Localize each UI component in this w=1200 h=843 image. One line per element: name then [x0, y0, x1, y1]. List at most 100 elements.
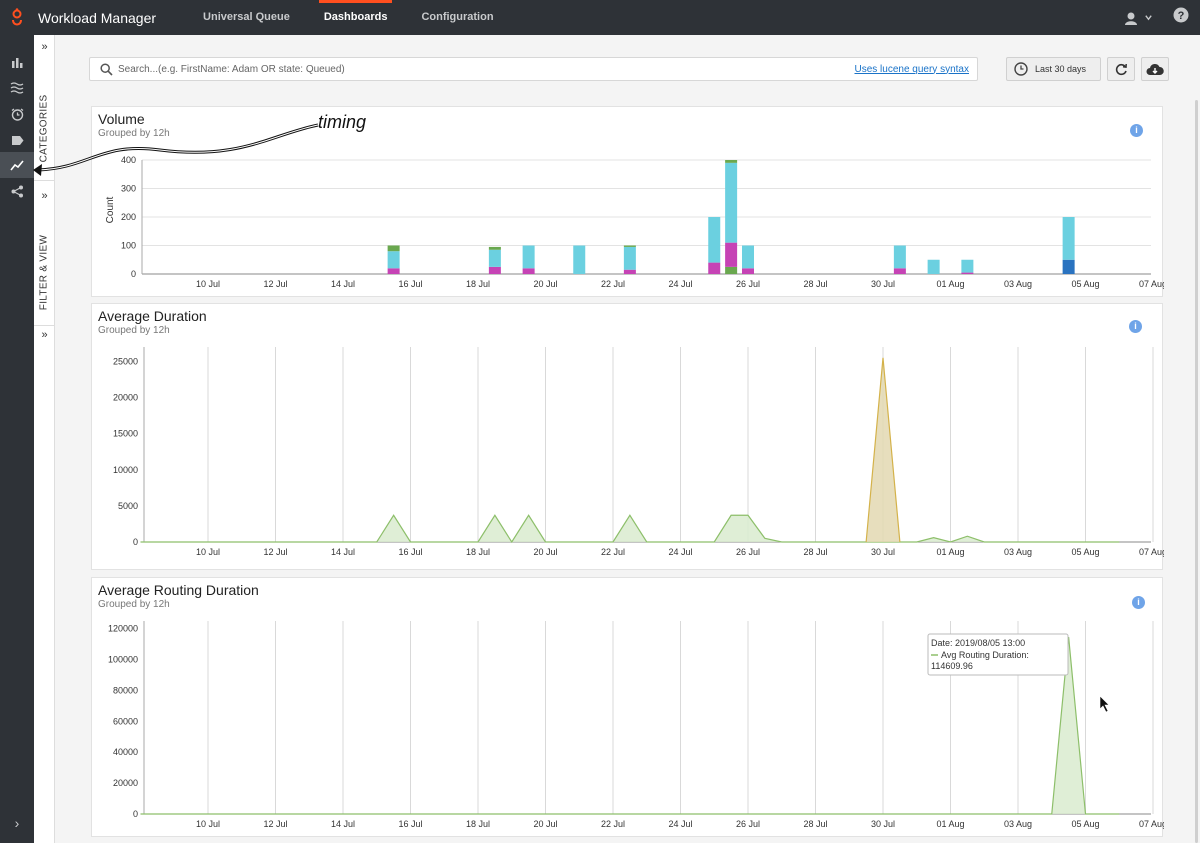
help-icon: ? [1173, 7, 1189, 23]
nav-alarm[interactable] [0, 101, 34, 127]
average-duration-chart-card: Average Duration Grouped by 12h i 0 5000 1… [91, 303, 1164, 570]
bar-segment [927, 259, 940, 274]
x-tick-label: 30 Jul [871, 547, 895, 557]
side-panel: » CATEGORIES » FILTER & VIEW » [34, 35, 55, 843]
tooltip-series: Avg Routing Duration: [941, 650, 1029, 660]
average-routing-duration-chart: 0 20000 40000 60000 80000 100000 120000 10 Jul 1… [108, 621, 1164, 829]
info-icon[interactable]: i [1132, 596, 1145, 609]
expand-categories-chevron-icon[interactable]: » [41, 41, 48, 53]
alarm-clock-icon [11, 107, 23, 121]
y-axis-label: Count [105, 196, 116, 223]
nav-tag[interactable] [0, 127, 34, 153]
y-tick-label: 400 [121, 155, 136, 165]
x-tick-label: 30 Jul [871, 819, 895, 829]
categories-tab[interactable]: CATEGORIES [38, 94, 50, 163]
y-tick-label: 300 [121, 184, 136, 194]
x-tick-label: 12 Jul [263, 279, 287, 289]
expand-filter-chevron-icon[interactable]: » [41, 190, 48, 202]
expand-nav-button[interactable]: › [14, 815, 20, 831]
help-button[interactable]: ? [1173, 7, 1189, 28]
x-tick-label: 26 Jul [736, 819, 760, 829]
x-tick-label: 26 Jul [736, 279, 760, 289]
chart-subtitle: Grouped by 12h [98, 599, 170, 610]
tab-dashboards[interactable]: Dashboards [307, 0, 405, 35]
y-tick-label: 0 [133, 809, 138, 819]
bar-segment [725, 160, 738, 163]
user-headset-icon [1125, 12, 1137, 25]
bar-segment [387, 245, 400, 252]
series-line [865, 357, 901, 543]
bar-segment [961, 259, 974, 273]
download-button[interactable] [1141, 57, 1169, 81]
bar-segment [1062, 217, 1075, 260]
x-tick-label: 14 Jul [331, 547, 355, 557]
x-tick-label: 18 Jul [466, 819, 490, 829]
bar-segment [725, 266, 738, 274]
expand-panel-chevron-icon[interactable]: » [41, 329, 48, 341]
nav-trend[interactable] [0, 152, 34, 178]
x-tick-label: 10 Jul [196, 279, 220, 289]
bar-segment [623, 269, 636, 274]
area-fill [866, 357, 900, 542]
x-tick-label: 28 Jul [803, 279, 827, 289]
stack-layers-icon [10, 82, 24, 94]
x-tick-label: 24 Jul [668, 819, 692, 829]
y-tick-label: 25000 [113, 356, 138, 366]
nav-stack[interactable] [0, 75, 34, 101]
chart-title: Volume [98, 111, 145, 127]
bar-segment [708, 262, 721, 274]
filter-view-tab[interactable]: FILTER & VIEW [38, 234, 50, 311]
scrollbar[interactable] [1195, 100, 1198, 843]
bar-segment [623, 246, 636, 270]
nav-share[interactable] [0, 178, 34, 204]
bar-segment [961, 272, 974, 274]
date-range-button[interactable]: Last 30 days [1006, 57, 1101, 81]
y-tick-label: 0 [131, 269, 136, 279]
refresh-button[interactable] [1107, 57, 1135, 81]
bar-segment [725, 242, 738, 267]
tooltip-value: 114609.96 [931, 661, 973, 671]
bar-segment [488, 249, 501, 267]
x-tick-label: 24 Jul [668, 547, 692, 557]
volume-chart-card: Volume Grouped by 12h i 0 100 200 300 400 10 … [91, 106, 1164, 297]
search-bar: Uses lucene query syntax [89, 57, 978, 81]
y-tick-label: 60000 [113, 716, 138, 726]
top-bar: Workload Manager Universal Queue Dashboa… [0, 0, 1200, 35]
x-tick-label: 14 Jul [331, 819, 355, 829]
bar-segment [488, 246, 501, 250]
refresh-icon [1115, 63, 1127, 75]
info-icon[interactable]: i [1129, 320, 1142, 333]
bar-segment [623, 245, 636, 247]
search-icon [94, 62, 118, 76]
x-tick-label: 07 Aug [1139, 547, 1164, 557]
x-tick-label: 28 Jul [803, 547, 827, 557]
mouse-cursor-icon [1099, 695, 1110, 713]
x-tick-label: 07 Aug [1139, 819, 1164, 829]
share-icon [11, 185, 23, 197]
tab-universal-queue[interactable]: Universal Queue [203, 11, 290, 23]
bar-segment [708, 217, 721, 263]
divider [34, 325, 55, 326]
genesys-logo-icon[interactable] [0, 0, 34, 35]
info-icon[interactable]: i [1130, 124, 1143, 137]
x-tick-label: 16 Jul [398, 819, 422, 829]
x-tick-label: 01 Aug [936, 279, 964, 289]
x-tick-label: 03 Aug [1004, 547, 1032, 557]
y-tick-label: 20000 [113, 393, 138, 403]
x-tick-label: 03 Aug [1004, 819, 1032, 829]
y-tick-label: 100 [121, 241, 136, 251]
x-tick-label: 14 Jul [331, 279, 355, 289]
trend-line-icon [10, 159, 24, 170]
x-tick-label: 05 Aug [1071, 279, 1099, 289]
nav-bar-chart[interactable] [0, 49, 34, 75]
lucene-syntax-link[interactable]: Uses lucene query syntax [854, 63, 969, 75]
divider [34, 180, 55, 181]
search-input[interactable] [118, 63, 855, 75]
x-tick-label: 24 Jul [668, 279, 692, 289]
x-tick-label: 05 Aug [1071, 547, 1099, 557]
user-menu[interactable] [1124, 11, 1153, 25]
x-tick-label: 22 Jul [601, 279, 625, 289]
tooltip-box [927, 633, 1069, 676]
tab-configuration[interactable]: Configuration [421, 11, 494, 23]
bar-segment [1062, 259, 1075, 274]
